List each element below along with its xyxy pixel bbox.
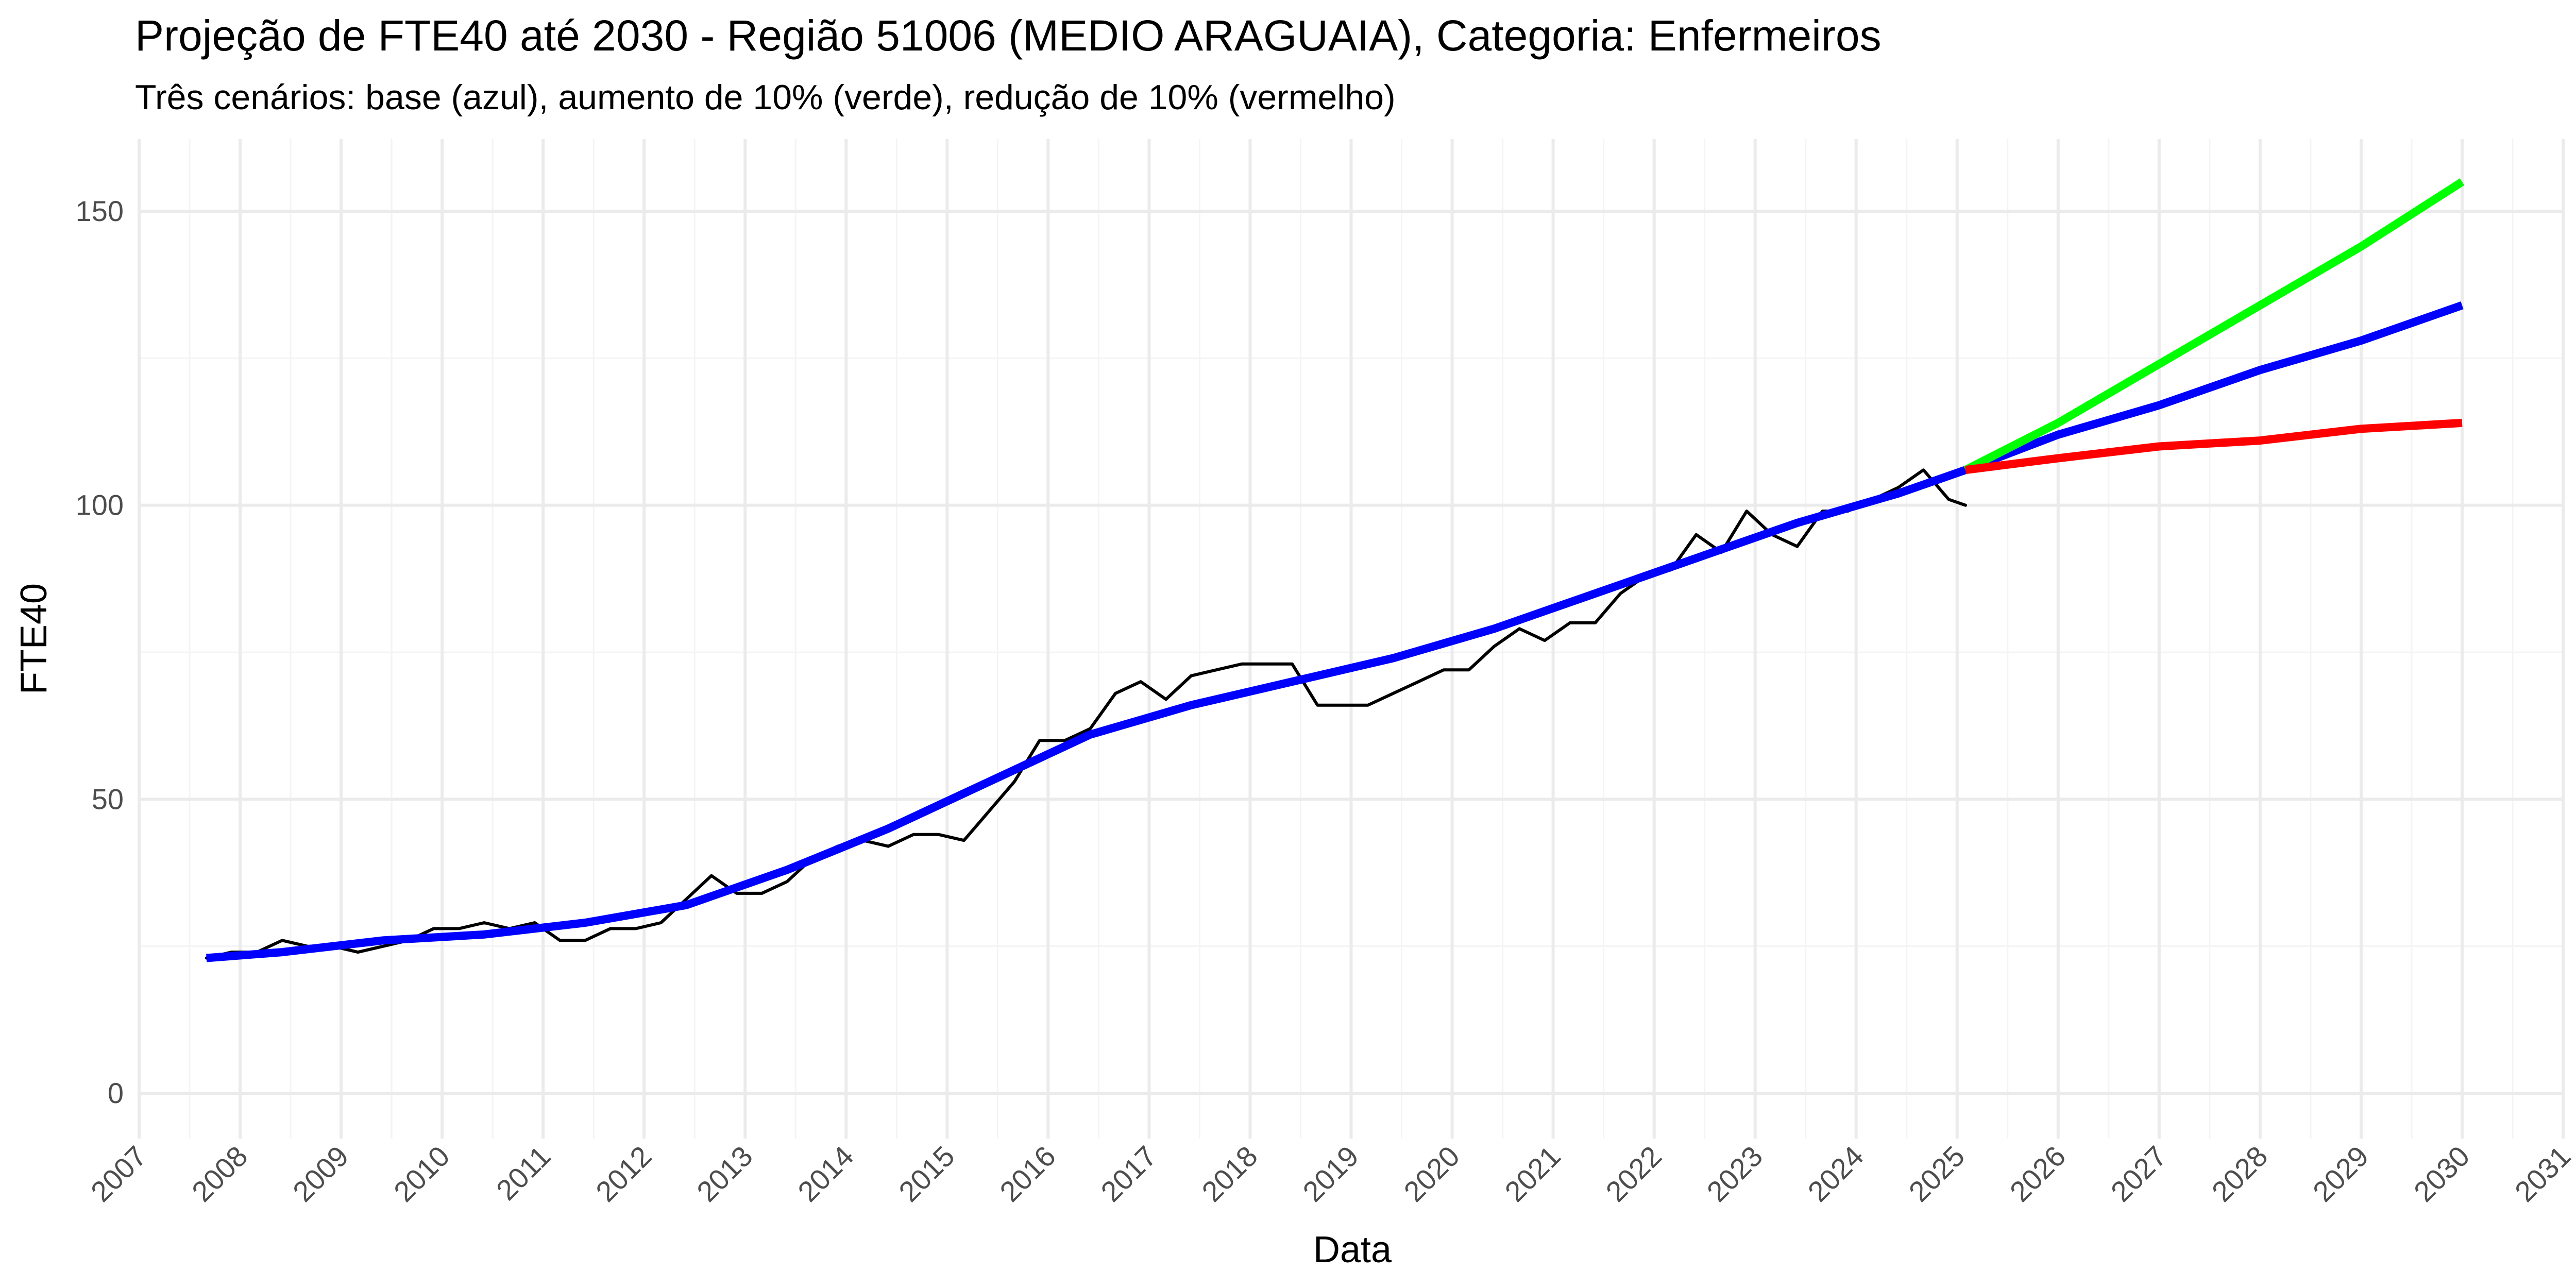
x-tick-label: 2020 (1397, 1140, 1466, 1208)
increase-scenario-line (1963, 178, 2465, 474)
chart-title: Projeção de FTE40 até 2030 - Região 5100… (135, 11, 1882, 60)
plot-panel (138, 139, 2565, 1139)
x-axis-title: Data (1313, 1229, 1392, 1270)
y-tick-label: 100 (76, 489, 124, 521)
major-gridlines (138, 139, 2565, 1139)
x-tick-label: 2031 (2509, 1140, 2576, 1208)
x-tick-label: 2029 (2307, 1140, 2375, 1208)
x-tick-label: 2013 (690, 1140, 759, 1208)
y-tick-label: 0 (108, 1077, 124, 1109)
x-tick-label: 2009 (286, 1140, 355, 1208)
x-tick-label: 2027 (2105, 1140, 2173, 1208)
x-tick-label: 2028 (2206, 1140, 2274, 1208)
x-tick-label: 2030 (2408, 1140, 2476, 1208)
x-tick-label: 2017 (1094, 1140, 1163, 1208)
y-axis-ticks: 0 50 100 150 (76, 195, 124, 1109)
x-axis-ticks: 2007 2008 2009 2010 2011 2012 2013 2014 2015 2016… (84, 1140, 2576, 1208)
x-tick-label: 2025 (1903, 1140, 1971, 1208)
x-tick-label: 2018 (1195, 1140, 1264, 1208)
minor-gridlines (139, 139, 2563, 1139)
y-tick-label: 150 (76, 195, 124, 227)
y-tick-label: 50 (92, 783, 124, 815)
chart-subtitle: Três cenários: base (azul), aumento de 1… (135, 78, 1396, 117)
x-tick-label: 2021 (1498, 1140, 1567, 1208)
decrease-scenario-line (1965, 418, 2463, 474)
x-tick-label: 2019 (1296, 1140, 1365, 1208)
x-tick-label: 2023 (1701, 1140, 1769, 1208)
x-tick-label: 2026 (2004, 1140, 2072, 1208)
x-tick-label: 2011 (490, 1140, 557, 1207)
x-tick-label: 2015 (892, 1140, 961, 1208)
series-layer (205, 178, 2465, 962)
x-tick-label: 2007 (84, 1140, 153, 1208)
x-tick-label: 2012 (589, 1140, 658, 1208)
base-scenario-line (206, 301, 2464, 962)
y-axis-title: FTE40 (13, 583, 55, 694)
observed-series-line (205, 468, 1968, 960)
x-tick-label: 2024 (1802, 1140, 1870, 1208)
x-tick-label: 2014 (791, 1140, 860, 1208)
x-tick-label: 2008 (185, 1140, 254, 1208)
x-tick-label: 2022 (1599, 1140, 1668, 1208)
x-tick-label: 2016 (993, 1140, 1062, 1208)
x-tick-label: 2010 (387, 1140, 456, 1208)
